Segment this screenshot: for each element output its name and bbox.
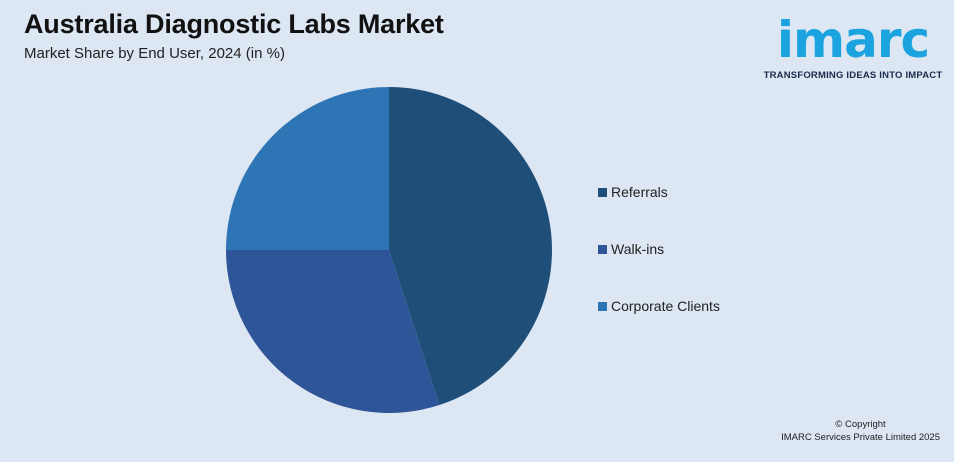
legend-item-referrals: Referrals: [598, 183, 720, 201]
legend-swatch-corporate-clients: [598, 301, 607, 311]
imarc-logo: imarc TRANSFORMING IDEAS INTO IMPACT: [762, 12, 944, 81]
pie-slice-corporate-clients: [226, 87, 389, 250]
logo-tagline: TRANSFORMING IDEAS INTO IMPACT: [763, 70, 943, 81]
legend-label-corporate-clients: Corporate Clients: [611, 298, 720, 314]
legend-item-corporate-clients: Corporate Clients: [598, 297, 720, 315]
legend-label-walk-ins: Walk-ins: [611, 241, 665, 257]
logo-wordmark: imarc: [776, 11, 930, 69]
legend-item-walk-ins: Walk-ins: [598, 240, 720, 258]
legend-swatch-walk-ins: [598, 244, 607, 254]
pie-slice-referrals: [389, 87, 552, 406]
chart-subtitle: Market Share by End User, 2024 (in %): [24, 45, 285, 62]
chart-title: Australia Diagnostic Labs Market: [24, 9, 444, 39]
copyright-line-2: IMARC Services Private Limited 2025: [781, 432, 940, 443]
legend-swatch-referrals: [598, 187, 607, 197]
pie-slice-walk-ins: [226, 250, 440, 413]
copyright-line-1: © Copyright: [835, 419, 886, 430]
legend-label-referrals: Referrals: [611, 184, 668, 200]
copyright-notice: © Copyright IMARC Services Private Limit…: [781, 418, 940, 444]
chart-legend: Referrals Walk-ins Corporate Clients: [598, 183, 720, 354]
